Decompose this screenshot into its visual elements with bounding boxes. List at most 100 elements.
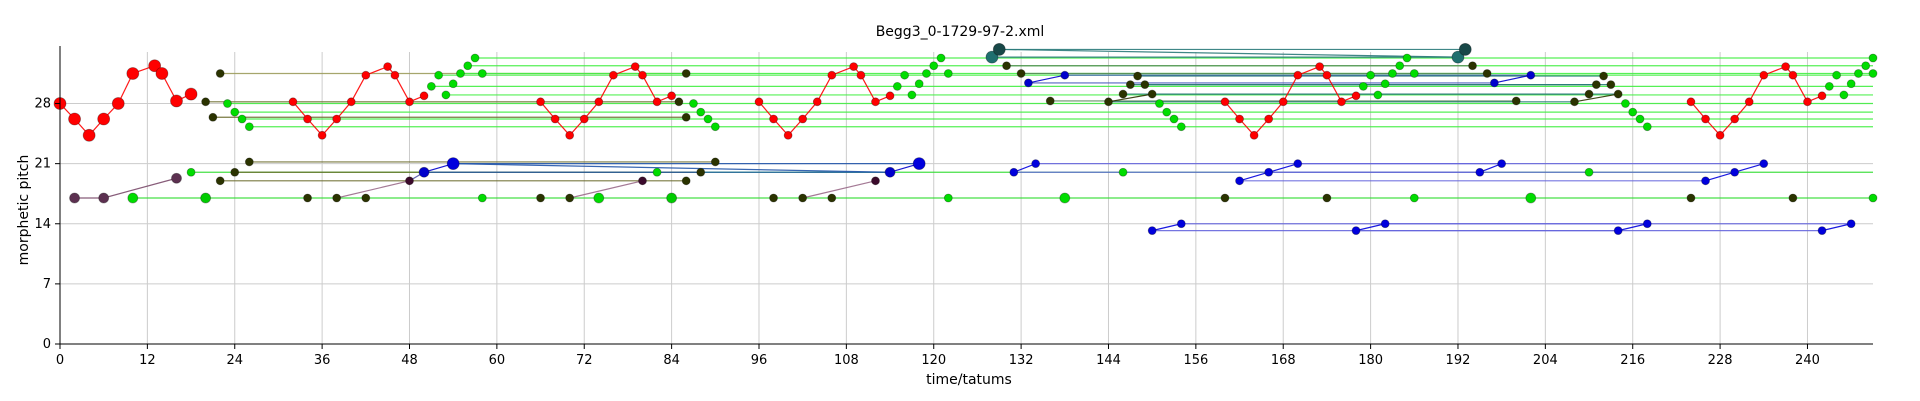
x-tick-label: 36 [314,353,331,368]
note-point [1744,97,1754,107]
note-point [1621,99,1630,108]
x-tick-label: 180 [1358,353,1383,368]
note-point [871,97,880,107]
y-tick-label: 14 [34,217,51,232]
note-point [470,53,480,63]
note-point [1059,192,1071,204]
connection-line [1268,163,1298,173]
note-point [97,112,111,126]
note-point [985,50,999,64]
note-point [667,91,677,101]
note-point [1686,97,1696,107]
note-point [208,112,218,122]
note-point [1861,61,1871,71]
x-tick-label: 72 [576,353,593,368]
note-point [827,193,837,203]
note-point [1781,62,1791,71]
note-point [1220,193,1230,203]
note-point [1060,70,1070,80]
note-point [244,122,254,132]
note-point [1497,159,1507,169]
note-point [1409,193,1419,203]
note-point [689,99,698,108]
note-point [405,97,414,107]
note-point [900,70,910,80]
x-tick-label: 120 [921,353,946,368]
note-point [1147,226,1157,236]
note-point [1451,50,1465,64]
note-point [827,70,837,80]
note-point [885,91,895,101]
note-point [1249,130,1259,140]
note-point [681,69,691,78]
note-point [1023,78,1033,88]
x-tick-label: 156 [1183,353,1208,368]
note-point [907,90,917,100]
x-tick-label: 96 [751,353,768,368]
x-tick-label: 132 [1009,353,1034,368]
note-point [1701,176,1710,186]
note-point [186,167,196,177]
note-point [1817,226,1827,236]
note-point [1824,81,1834,91]
note-point [798,114,808,124]
note-point [1642,219,1652,229]
connection-line [350,74,367,103]
note-point [1351,226,1361,236]
x-tick-label: 144 [1096,353,1121,368]
note-point [630,62,640,71]
note-point [419,91,429,101]
connection-line [1239,171,1269,182]
note-point [1613,226,1623,236]
note-point [1803,97,1812,107]
note-point [593,192,605,204]
x-axis-label: time/tatums [926,372,1012,388]
note-point [346,97,356,107]
note-point [1235,114,1244,124]
note-point [1315,62,1325,71]
connection-line [598,74,614,103]
note-point [1730,167,1740,177]
x-tick-label: 60 [489,353,506,368]
note-point [1402,53,1412,63]
note-point [912,157,926,171]
note-point [1854,69,1863,78]
note-point [332,114,342,124]
note-point [892,81,902,91]
x-tick-label: 24 [226,353,243,368]
note-point [1162,107,1172,117]
connection-line [569,180,643,199]
note-point [710,157,720,167]
note-point [783,130,793,140]
note-point [638,176,647,186]
note-point [1169,114,1179,124]
x-tick-label: 12 [139,353,156,368]
x-tick-label: 48 [401,353,418,368]
note-point [1155,99,1164,108]
note-point [215,69,225,78]
note-point [1599,71,1608,81]
note-point [849,62,859,71]
note-point [1628,107,1638,117]
note-point [1380,219,1390,229]
note-point [383,62,393,71]
note-point [215,176,225,186]
note-point [1686,193,1696,203]
note-point [1846,219,1856,229]
connection-line [641,74,658,103]
connection-line [802,180,876,199]
note-point [1642,122,1652,132]
note-point [127,192,139,204]
note-point [536,97,545,107]
note-point [681,112,691,122]
note-point [929,61,939,71]
note-point [608,70,618,80]
note-point [1570,97,1579,107]
note-point [1351,91,1361,101]
x-tick-label: 204 [1533,353,1558,368]
note-point [696,107,706,117]
note-point [317,130,327,140]
note-point [1264,167,1274,177]
note-point [1730,114,1740,124]
note-point [1118,89,1128,99]
